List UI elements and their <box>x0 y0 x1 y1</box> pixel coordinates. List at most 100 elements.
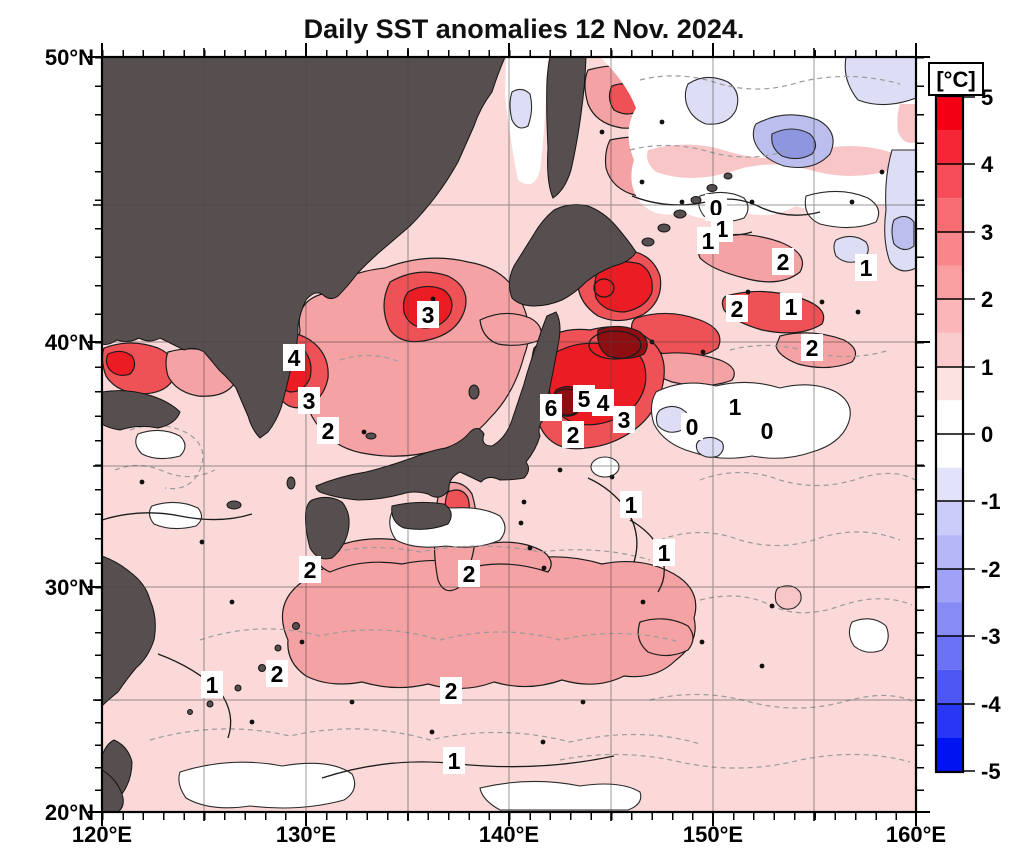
svg-text:5: 5 <box>578 386 591 412</box>
colorbar-tick-label: 1 <box>981 355 993 380</box>
contour-label: 2 <box>317 417 339 444</box>
colorbar-cell <box>937 332 962 367</box>
svg-text:0: 0 <box>761 418 774 444</box>
contour-label: 1 <box>855 254 877 281</box>
land-sakhalin <box>546 57 587 199</box>
colorbar-cell <box>937 535 962 569</box>
contour-label: 3 <box>417 301 439 328</box>
svg-text:1: 1 <box>702 228 715 254</box>
svg-text:3: 3 <box>303 388 316 414</box>
svg-text:2: 2 <box>271 661 284 687</box>
colorbar-unit-label: [°C] <box>936 67 975 92</box>
colorbar-tick-label: 0 <box>981 422 993 447</box>
contour-label: 3 <box>298 387 320 414</box>
axis-medium-ticks <box>93 48 925 821</box>
land-shikoku <box>391 501 452 530</box>
svg-text:1: 1 <box>625 492 638 518</box>
colorbar-cell <box>937 737 962 771</box>
svg-text:1: 1 <box>658 540 671 566</box>
x-tick-label-130e: 130°E <box>276 822 336 847</box>
y-tick-label-40n: 40°N <box>45 330 94 355</box>
colorbar-cell <box>937 198 962 232</box>
colorbar-cell <box>937 501 962 536</box>
contour-label: 1 <box>780 293 802 320</box>
contour-label: 4 <box>592 389 614 416</box>
contour-label: 3 <box>613 406 635 433</box>
colorbar-cell <box>937 130 962 165</box>
colorbar-tick-label: 4 <box>981 152 994 177</box>
svg-text:3: 3 <box>422 302 435 328</box>
contour-label: 0 <box>756 417 778 444</box>
svg-text:1: 1 <box>785 294 798 320</box>
svg-text:0: 0 <box>710 195 723 221</box>
svg-text:2: 2 <box>463 561 476 587</box>
contour-label: 1 <box>653 539 675 566</box>
contour-label: 0 <box>681 413 703 440</box>
svg-text:3: 3 <box>618 407 631 433</box>
colorbar-tick-label: -2 <box>981 557 1001 582</box>
contour-label: 2 <box>562 421 584 448</box>
colorbar-cell <box>937 434 962 468</box>
x-tick-label-140e: 140°E <box>479 822 539 847</box>
colorbar-tick-label: 3 <box>981 220 993 245</box>
svg-text:2: 2 <box>731 296 744 322</box>
contour-specks <box>139 119 885 745</box>
colorbar-tick-label: -5 <box>981 759 1001 784</box>
contour-label: 2 <box>458 560 480 587</box>
contour-label: 5 <box>573 385 595 412</box>
y-tick-label-20n: 20°N <box>45 800 94 825</box>
colorbar-cell <box>937 703 962 738</box>
land-hokkaido <box>508 204 637 307</box>
contour-label: 2 <box>266 660 288 687</box>
colorbar-tick-label: 5 <box>981 85 993 110</box>
colorbar-cell <box>937 164 962 199</box>
contour-label: 1 <box>620 491 642 518</box>
figure-title: Daily SST anomalies 12 Nov. 2024. <box>304 14 745 44</box>
svg-text:2: 2 <box>806 335 819 361</box>
y-tick-label-30n: 30°N <box>45 575 94 600</box>
axis-major-ticks <box>88 43 930 826</box>
svg-text:4: 4 <box>288 345 301 371</box>
svg-text:1: 1 <box>860 255 873 281</box>
svg-text:4: 4 <box>597 390 610 416</box>
colorbar-cell <box>937 97 962 131</box>
svg-text:0: 0 <box>686 414 699 440</box>
colorbar-tick-label: -4 <box>981 692 1001 717</box>
colorbar-cell <box>937 299 962 333</box>
colorbar-cell <box>937 366 962 401</box>
colorbar-cell <box>937 265 962 300</box>
contour-label: 2 <box>299 556 321 583</box>
colorbar-cell <box>937 231 962 266</box>
svg-text:6: 6 <box>545 395 558 421</box>
sea-anomaly-field <box>102 57 916 811</box>
svg-text:2: 2 <box>322 418 335 444</box>
contour-label: 6 <box>540 394 562 421</box>
svg-text:2: 2 <box>777 249 790 275</box>
x-tick-label-160e: 160°E <box>886 822 946 847</box>
colorbar-level-lines <box>937 163 962 705</box>
contour-label: 1 <box>724 393 746 420</box>
colorbar-cell <box>937 400 962 434</box>
colorbar-cell <box>937 669 962 704</box>
svg-text:2: 2 <box>567 422 580 448</box>
colorbar-tick-label: -3 <box>981 624 1001 649</box>
svg-text:1: 1 <box>448 748 461 774</box>
contour-label: 1 <box>201 671 223 698</box>
x-tick-label-120e: 120°E <box>72 822 132 847</box>
land-shandong <box>102 390 181 431</box>
colorbar-cell <box>937 467 962 502</box>
contour-label: 2 <box>801 334 823 361</box>
contour-value-labels: 3 4 3 2 6 5 4 2 3 0 1 0 0 1 1 2 1 2 1 2 <box>201 194 877 774</box>
colorbar-ticks <box>962 96 975 772</box>
svg-text:1: 1 <box>729 394 742 420</box>
x-tick-label-150e: 150°E <box>683 822 743 847</box>
land-china-coast <box>102 555 156 707</box>
contour-label: 2 <box>726 295 748 322</box>
contour-label: 2 <box>440 677 462 704</box>
colorbar-tick-label: -1 <box>981 489 1001 514</box>
colorbar-unit-box: [°C] <box>928 62 984 96</box>
colorbar: 5 4 3 2 1 0 -1 -2 -3 -4 -5 [°C] <box>928 62 1001 784</box>
y-tick-label-50n: 50°N <box>45 45 94 70</box>
